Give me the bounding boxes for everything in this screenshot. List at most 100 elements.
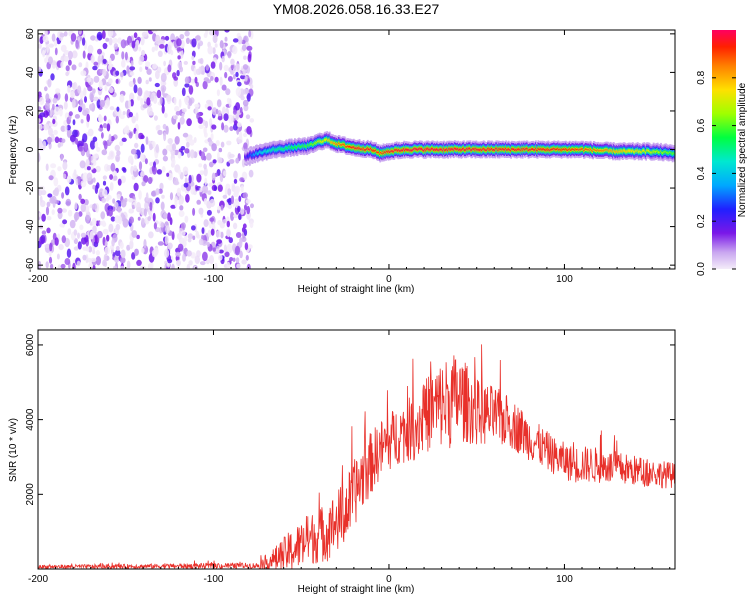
noise-speckle [191, 225, 196, 231]
noise-speckle [106, 164, 112, 171]
noise-speckle [241, 259, 247, 265]
noise-speckle [53, 106, 60, 116]
noise-speckle [57, 207, 63, 214]
noise-speckle [239, 106, 243, 114]
noise-speckle [43, 123, 49, 131]
noise-speckle [119, 257, 126, 264]
noise-speckle [73, 169, 77, 177]
spectrogram-x-label: Height of straight line (km) [298, 284, 415, 295]
noise-speckle [203, 219, 209, 228]
noise-speckle [244, 242, 249, 251]
noise-speckle [77, 85, 82, 94]
noise-speckle [128, 208, 133, 214]
noise-speckle [221, 55, 225, 63]
noise-speckle [235, 87, 242, 97]
noise-speckle [45, 93, 50, 101]
noise-speckle [160, 201, 165, 211]
noise-speckle [226, 220, 230, 228]
noise-speckle [206, 152, 212, 161]
noise-speckle [53, 39, 58, 47]
noise-speckle [116, 150, 121, 157]
noise-speckle [105, 37, 110, 42]
x-tick-label: 0 [386, 574, 392, 585]
noise-speckle [215, 108, 219, 115]
noise-speckle [242, 192, 248, 199]
noise-speckle [134, 153, 138, 160]
noise-speckle [138, 46, 142, 52]
noise-speckle [66, 175, 72, 183]
noise-speckle [230, 69, 235, 75]
noise-speckle [193, 67, 197, 76]
noise-speckle [115, 223, 121, 231]
noise-speckle [233, 123, 238, 131]
noise-speckle [235, 102, 241, 111]
noise-speckle [198, 207, 204, 215]
noise-speckle [217, 205, 221, 211]
noise-speckle [85, 158, 90, 167]
noise-speckle [249, 220, 254, 229]
noise-speckle [113, 175, 118, 181]
noise-speckle [85, 246, 90, 252]
noise-speckle [121, 51, 125, 60]
noise-speckle [66, 128, 72, 138]
noise-speckle [223, 64, 229, 72]
noise-speckle [214, 76, 219, 83]
noise-speckle [120, 249, 126, 259]
noise-speckle [81, 37, 86, 46]
noise-speckle [183, 60, 188, 65]
noise-speckle [205, 30, 209, 36]
noise-speckle [166, 172, 170, 177]
noise-speckle [99, 220, 103, 226]
noise-speckle [52, 103, 55, 111]
noise-speckle [115, 70, 120, 76]
noise-speckle [64, 186, 70, 196]
noise-speckle [171, 158, 176, 166]
noise-speckle [176, 47, 183, 52]
noise-speckle [128, 111, 133, 118]
signal-cell [374, 150, 377, 152]
noise-speckle [60, 153, 64, 161]
noise-speckle [113, 265, 118, 269]
noise-speckle [148, 231, 154, 239]
spectrogram-noise-region [38, 30, 255, 269]
noise-speckle [133, 165, 138, 172]
noise-speckle [94, 141, 99, 149]
noise-speckle [191, 38, 197, 48]
noise-speckle [90, 35, 96, 41]
noise-speckle [204, 132, 208, 138]
noise-speckle [106, 234, 110, 242]
noise-speckle [98, 80, 103, 90]
noise-speckle [145, 79, 149, 85]
noise-speckle [136, 234, 140, 240]
noise-speckle [201, 227, 205, 235]
noise-speckle [176, 69, 180, 77]
noise-speckle [112, 37, 118, 44]
noise-speckle [108, 208, 113, 217]
noise-speckle [114, 255, 120, 263]
noise-speckle [128, 197, 134, 203]
noise-speckle [102, 68, 107, 77]
noise-speckle [52, 118, 56, 125]
spectrogram-signal-track [244, 131, 675, 166]
noise-speckle [136, 201, 141, 212]
noise-speckle [113, 43, 119, 50]
noise-speckle [161, 166, 166, 173]
noise-speckle [228, 114, 234, 124]
noise-speckle [227, 188, 232, 196]
noise-speckle [45, 163, 49, 171]
noise-speckle [67, 50, 73, 60]
signal-cell [596, 150, 599, 152]
noise-speckle [71, 64, 77, 71]
noise-speckle [173, 180, 180, 186]
noise-speckle [104, 85, 108, 92]
noise-speckle [204, 177, 208, 186]
noise-speckle [73, 246, 79, 251]
noise-speckle [91, 203, 98, 210]
noise-speckle [178, 98, 182, 108]
noise-speckle [242, 99, 249, 107]
noise-speckle [53, 177, 59, 187]
noise-speckle [219, 76, 223, 87]
noise-speckle [70, 91, 76, 99]
noise-speckle [230, 64, 235, 70]
noise-speckle [52, 97, 58, 104]
